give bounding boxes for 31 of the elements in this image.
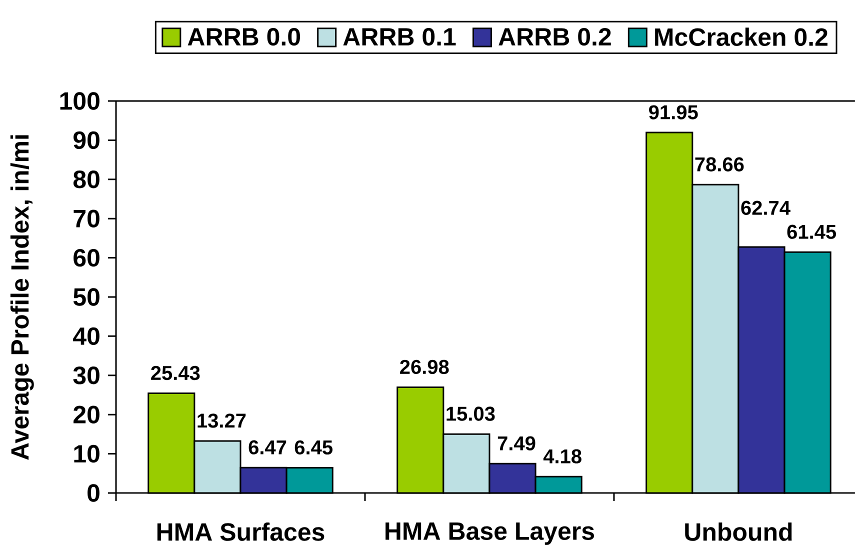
legend-label: McCracken 0.2 xyxy=(655,28,828,46)
y-tick-label: 80 xyxy=(73,170,100,188)
data-label: 4.18 xyxy=(543,449,582,464)
y-tick-label: 100 xyxy=(60,92,100,110)
data-label: 61.45 xyxy=(787,224,836,239)
y-tick-label: 70 xyxy=(74,210,100,228)
data-label: 6.47 xyxy=(248,440,286,454)
legend-label: ARRB 0.0 xyxy=(188,28,300,46)
x-tick-label: Unbound xyxy=(685,522,792,541)
y-tick-label: 50 xyxy=(73,288,100,306)
data-label: 25.43 xyxy=(151,366,200,380)
data-label: 6.45 xyxy=(294,440,332,454)
data-label: 13.27 xyxy=(198,414,246,428)
data-label: 62.74 xyxy=(741,200,790,215)
legend-label: ARRB 0.2 xyxy=(498,28,611,46)
data-label: 7.49 xyxy=(498,436,536,450)
y-axis-title: Average Profile Index, in/mi xyxy=(10,135,34,460)
data-label: 15.03 xyxy=(446,406,495,421)
y-tick-label: 30 xyxy=(73,366,100,384)
data-label: 26.98 xyxy=(400,360,449,374)
data-label: 91.95 xyxy=(649,105,698,120)
x-tick-label: HMA Base Layers xyxy=(386,522,594,545)
y-tick-label: 10 xyxy=(74,444,100,463)
legend-label: ARRB 0.1 xyxy=(343,28,456,46)
y-tick-label: 40 xyxy=(73,327,100,346)
data-label: 78.66 xyxy=(695,157,744,172)
x-tick-label: HMA Surfaces xyxy=(157,522,324,541)
y-tick-label: 90 xyxy=(74,131,100,150)
y-tick-label: 60 xyxy=(74,248,100,267)
y-tick-label: 20 xyxy=(74,406,100,424)
y-tick-label: 0 xyxy=(88,484,100,502)
